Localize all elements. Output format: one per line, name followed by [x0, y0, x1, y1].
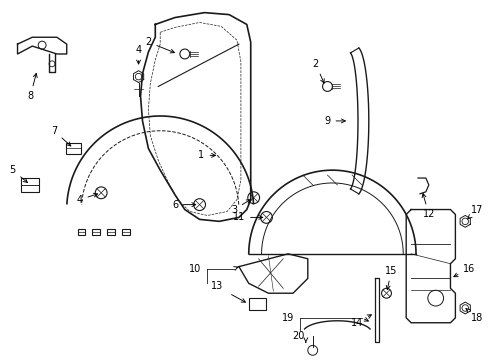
Text: 1: 1 [198, 150, 215, 161]
Bar [65, 143, 81, 154]
Bar [92, 229, 100, 235]
Text: 3: 3 [230, 200, 250, 215]
Text: 9: 9 [324, 116, 345, 126]
Text: 4: 4 [135, 45, 142, 64]
Text: 17: 17 [467, 204, 483, 219]
Text: 11: 11 [232, 212, 262, 222]
Text: 16: 16 [453, 264, 474, 277]
Text: 14: 14 [350, 315, 371, 328]
Bar [21, 178, 39, 192]
Text: 5: 5 [9, 165, 27, 183]
Bar [122, 229, 129, 235]
Text: 4: 4 [76, 193, 98, 205]
Text: 18: 18 [465, 309, 483, 323]
Text: 15: 15 [385, 266, 397, 289]
Bar [107, 229, 115, 235]
Text: 19: 19 [282, 313, 294, 323]
Text: 7: 7 [51, 126, 71, 146]
Text: 12: 12 [421, 193, 434, 220]
Text: 6: 6 [172, 199, 195, 210]
Text: 2: 2 [312, 59, 324, 83]
Text: 20: 20 [291, 330, 304, 341]
Text: 8: 8 [27, 73, 37, 101]
Text: 13: 13 [211, 281, 223, 291]
Bar [248, 298, 266, 310]
Text: 10: 10 [188, 264, 201, 274]
Bar [78, 229, 85, 235]
Text: 2: 2 [145, 37, 174, 53]
